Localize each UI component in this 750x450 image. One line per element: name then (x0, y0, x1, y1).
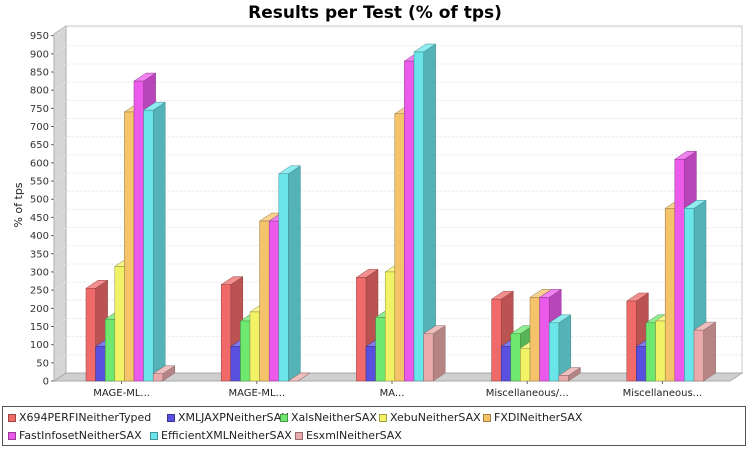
legend-swatch (483, 414, 491, 422)
legend-label: XMLJAXPNeitherSAX (178, 411, 289, 424)
category-label: Miscellaneous... (623, 388, 703, 399)
legend-item: FXDINeitherSAX (483, 411, 582, 424)
legend-item: FastInfosetNeitherSAX (8, 429, 142, 442)
y-tick-label: 200 (30, 304, 49, 315)
y-tick-label: 850 (30, 67, 49, 78)
legend: X694PERFINeitherTyped XMLJAXPNeitherSAX Xa… (2, 406, 746, 446)
gridline (53, 245, 742, 255)
gridline (53, 227, 742, 236)
category-labels: MAGE-ML... MAGE-ML... MA... Miscellaneous/.… (93, 381, 702, 399)
gridline (53, 99, 742, 109)
y-tick-label: 750 (30, 104, 49, 115)
category-label: MA... (380, 388, 405, 399)
bar (287, 372, 311, 382)
y-tick-label: 150 (30, 322, 49, 333)
legend-item: XalsNeitherSAX (280, 411, 377, 424)
category-label: MAGE-ML... (93, 388, 150, 399)
legend-item: XMLJAXPNeitherSAX (167, 411, 289, 424)
y-tick-label: 900 (30, 49, 49, 60)
bar (557, 367, 582, 382)
gridline (53, 281, 742, 291)
y-tick-label: 950 (30, 31, 49, 42)
legend-swatch (150, 432, 158, 440)
y-tick-label: 350 (30, 249, 49, 260)
y-tick-label: 550 (30, 177, 49, 188)
category-label: Miscellaneous/... (486, 388, 569, 399)
gridline (53, 263, 742, 273)
legend-swatch (8, 432, 16, 440)
gridline (53, 118, 742, 127)
legend-label: FastInfosetNeitherSAX (19, 429, 142, 442)
y-tick-label: 700 (30, 122, 49, 133)
legend-label: EfficientXMLNeitherSAX (161, 429, 292, 442)
gridline (53, 27, 742, 37)
y-tick-label: 600 (30, 158, 49, 169)
legend-item: EfficientXMLNeitherSAX (150, 429, 292, 442)
legend-label: EsxmlNeitherSAX (306, 429, 402, 442)
legend-swatch (379, 414, 387, 422)
bar (413, 43, 437, 382)
gridline (53, 299, 742, 309)
gridlines (53, 27, 742, 364)
chart-title: Results per Test (% of tps) (248, 3, 502, 23)
y-axis-ticks: 0 50 100 150 200 250 300 350 400 450 500 550 600 650 7… (30, 31, 54, 388)
bar (277, 165, 302, 382)
y-tick-label: 100 (30, 340, 49, 351)
legend-label: FXDINeitherSAX (494, 411, 583, 424)
gridline (53, 45, 742, 55)
gridline (53, 136, 742, 146)
legend-label: XebuNeitherSAX (390, 411, 481, 424)
bar (142, 101, 167, 382)
legend-swatch (295, 432, 303, 440)
gridline (53, 317, 742, 327)
gridline (53, 172, 742, 182)
gridline (53, 63, 742, 73)
bar (422, 325, 447, 382)
legend-swatch (8, 414, 16, 422)
y-tick-label: 0 (43, 377, 49, 388)
y-tick-label: 500 (30, 195, 49, 206)
category-label: MAGE-ML... (228, 388, 285, 399)
y-tick-label: 400 (30, 231, 49, 242)
gridline (53, 81, 742, 91)
y-tick-label: 800 (30, 86, 49, 97)
y-tick-label: 250 (30, 286, 49, 297)
y-tick-label: 300 (30, 267, 49, 278)
bars (85, 43, 717, 382)
bar (693, 321, 717, 382)
legend-label: XalsNeitherSAX (291, 411, 377, 424)
gridline (53, 190, 742, 200)
bar (152, 365, 176, 382)
legend-swatch (167, 414, 175, 422)
y-tick-label: 650 (30, 140, 49, 151)
y-axis-label: % of tps (12, 182, 25, 227)
legend-label: X694PERFINeitherTyped (19, 411, 152, 424)
gridline (53, 154, 742, 164)
legend-item: X694PERFINeitherTyped (8, 411, 151, 424)
legend-item: EsxmlNeitherSAX (295, 429, 402, 442)
bar (548, 314, 572, 382)
legend-swatch (280, 414, 288, 422)
gridline (53, 208, 742, 218)
legend-item: XebuNeitherSAX (379, 411, 481, 424)
y-tick-label: 50 (36, 358, 49, 369)
y-tick-label: 450 (30, 213, 49, 224)
